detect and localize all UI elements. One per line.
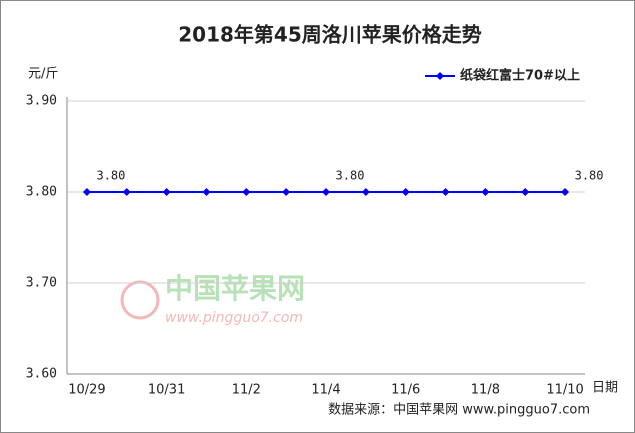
x-tick-label: 11/6 (391, 383, 420, 398)
watermark-name: 中国苹果网 (165, 272, 305, 305)
data-label: 3.80 (96, 169, 125, 183)
legend-marker (436, 72, 444, 80)
data-label: 3.80 (336, 169, 365, 183)
y-tick-label: 3.80 (26, 185, 57, 200)
data-point (242, 188, 251, 196)
x-tick-label: 11/2 (232, 383, 261, 398)
data-point (401, 188, 410, 196)
data-point (282, 188, 291, 196)
data-point (202, 188, 211, 196)
data-point (561, 188, 570, 196)
y-tick-label: 3.70 (26, 276, 57, 291)
watermark-logo (120, 280, 160, 320)
watermark-url: www.pingguo7.com (165, 310, 303, 326)
data-point (441, 188, 450, 196)
y-tick-label: 3.60 (26, 367, 57, 382)
data-point (361, 188, 370, 196)
watermark: 中国苹果网 www.pingguo7.com (120, 272, 305, 326)
chart-title: 2018年第45周洛川苹果价格走势 (178, 23, 482, 47)
source: 数据来源：中国苹果网 www.pingguo7.com (328, 403, 590, 418)
data-point (521, 188, 530, 196)
x-tick-label: 10/29 (68, 383, 105, 398)
data-point (162, 188, 171, 196)
x-tick-label: 10/31 (148, 383, 185, 398)
x-tick-label: 11/4 (311, 383, 340, 398)
x-tick-label: 11/10 (546, 383, 583, 398)
data-point (122, 188, 131, 196)
data-point (82, 188, 91, 196)
legend-label: 纸袋红富士70#以上 (460, 68, 580, 84)
data-point (322, 188, 330, 196)
y-axis-label: 元/斤 (28, 67, 58, 82)
y-tick-label: 3.90 (26, 94, 57, 109)
x-axis-label: 日期 (592, 381, 618, 396)
x-tick-label: 11/8 (471, 383, 500, 398)
data-point (481, 188, 490, 196)
data-label: 3.80 (575, 169, 604, 183)
